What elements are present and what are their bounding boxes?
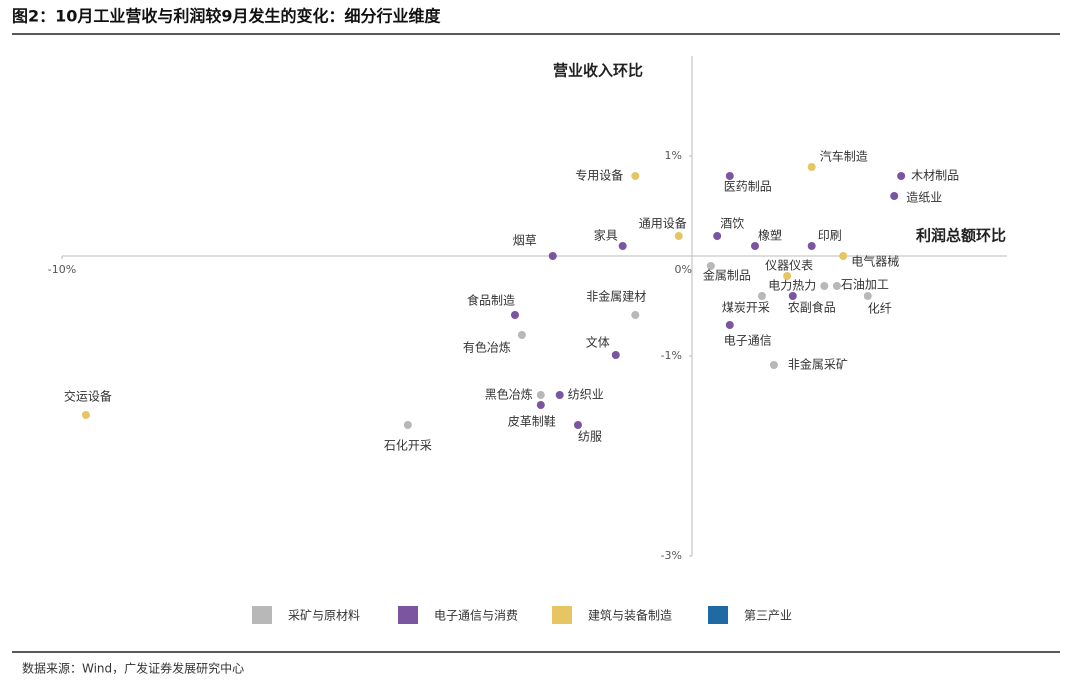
source: 数据来源：Wind，广发证券发展研究中心 xyxy=(22,661,244,676)
point xyxy=(783,272,792,280)
point xyxy=(548,252,557,260)
point-label: 印刷 xyxy=(818,229,842,243)
x-axis-title: 利润总额环比 xyxy=(916,227,1006,245)
point xyxy=(706,262,715,270)
point-label: 非金属建材 xyxy=(586,289,646,304)
point-label: 纺服 xyxy=(578,430,602,444)
point-label: 家具 xyxy=(594,228,618,243)
point-label: 橡塑 xyxy=(758,228,782,243)
y-axis-title: 营业收入环比 xyxy=(553,62,643,80)
point xyxy=(618,242,627,250)
point xyxy=(725,321,734,329)
point-label: 电子通信 xyxy=(724,334,772,348)
point xyxy=(536,401,545,409)
point xyxy=(897,172,906,180)
y-tick-label: 1% xyxy=(665,149,682,162)
point-label: 皮革制鞋 xyxy=(508,414,556,429)
point xyxy=(769,361,778,369)
point xyxy=(890,192,899,200)
point xyxy=(403,421,412,429)
point-label: 食品制造 xyxy=(467,293,515,308)
legend-swatch xyxy=(708,606,728,624)
point-label: 文体 xyxy=(586,335,610,350)
point-label: 专用设备 xyxy=(575,168,623,183)
point-label: 木材制品 xyxy=(911,169,959,183)
point xyxy=(820,282,829,290)
point-label: 造纸业 xyxy=(906,191,942,205)
point-label: 化纤 xyxy=(868,302,892,316)
point-label: 通用设备 xyxy=(639,217,687,231)
point xyxy=(536,391,545,399)
point-label: 有色冶炼 xyxy=(463,340,511,355)
point-label: 黑色冶炼 xyxy=(485,387,533,402)
point xyxy=(517,331,526,339)
point xyxy=(510,311,519,319)
point-label: 石油加工 xyxy=(841,278,889,292)
point xyxy=(839,252,848,260)
point xyxy=(788,292,797,300)
legend-label: 建筑与装备制造 xyxy=(588,608,672,623)
x-tick-label: 0% xyxy=(675,263,692,276)
y-tick-label: -1% xyxy=(661,349,682,362)
point xyxy=(751,242,759,250)
x-tick-label: -10% xyxy=(48,263,76,276)
legend-swatch xyxy=(398,606,418,624)
legend-label: 第三产业 xyxy=(744,609,792,623)
point-label: 医药制品 xyxy=(724,180,772,194)
point xyxy=(573,421,582,429)
point xyxy=(807,242,816,250)
point-label: 纺织业 xyxy=(568,388,604,402)
point xyxy=(555,391,564,399)
point xyxy=(611,351,620,359)
point xyxy=(713,232,722,240)
point-label: 电力热力 xyxy=(768,279,816,293)
point-label: 仪器仪表 xyxy=(765,259,813,273)
chart-title: 图2：10月工业营收与利润较9月发生的变化：细分行业维度 xyxy=(12,7,442,26)
point xyxy=(81,411,90,419)
point-label: 农副食品 xyxy=(788,300,836,315)
point-label: 交运设备 xyxy=(64,389,112,404)
point xyxy=(725,172,734,180)
point-label: 酒饮 xyxy=(720,217,744,231)
legend-swatch xyxy=(252,606,272,624)
legend-label: 采矿与原材料 xyxy=(288,609,360,623)
point xyxy=(631,311,640,319)
point-label: 电气器械 xyxy=(851,254,899,269)
point xyxy=(807,163,816,171)
point-label: 非金属采矿 xyxy=(788,357,848,372)
point xyxy=(631,172,640,180)
legend-swatch xyxy=(552,606,572,624)
legend-label: 电子通信与消费 xyxy=(434,609,518,623)
point-label: 金属制品 xyxy=(703,268,751,283)
point-label: 烟草 xyxy=(513,234,537,248)
point-label: 石化开采 xyxy=(384,439,432,453)
point xyxy=(757,292,766,300)
point xyxy=(674,232,683,240)
y-tick-label: -3% xyxy=(661,549,682,562)
point-label: 煤炭开采 xyxy=(722,301,770,315)
point xyxy=(863,292,872,300)
point xyxy=(832,282,841,290)
point-label: 汽车制造 xyxy=(820,149,868,164)
